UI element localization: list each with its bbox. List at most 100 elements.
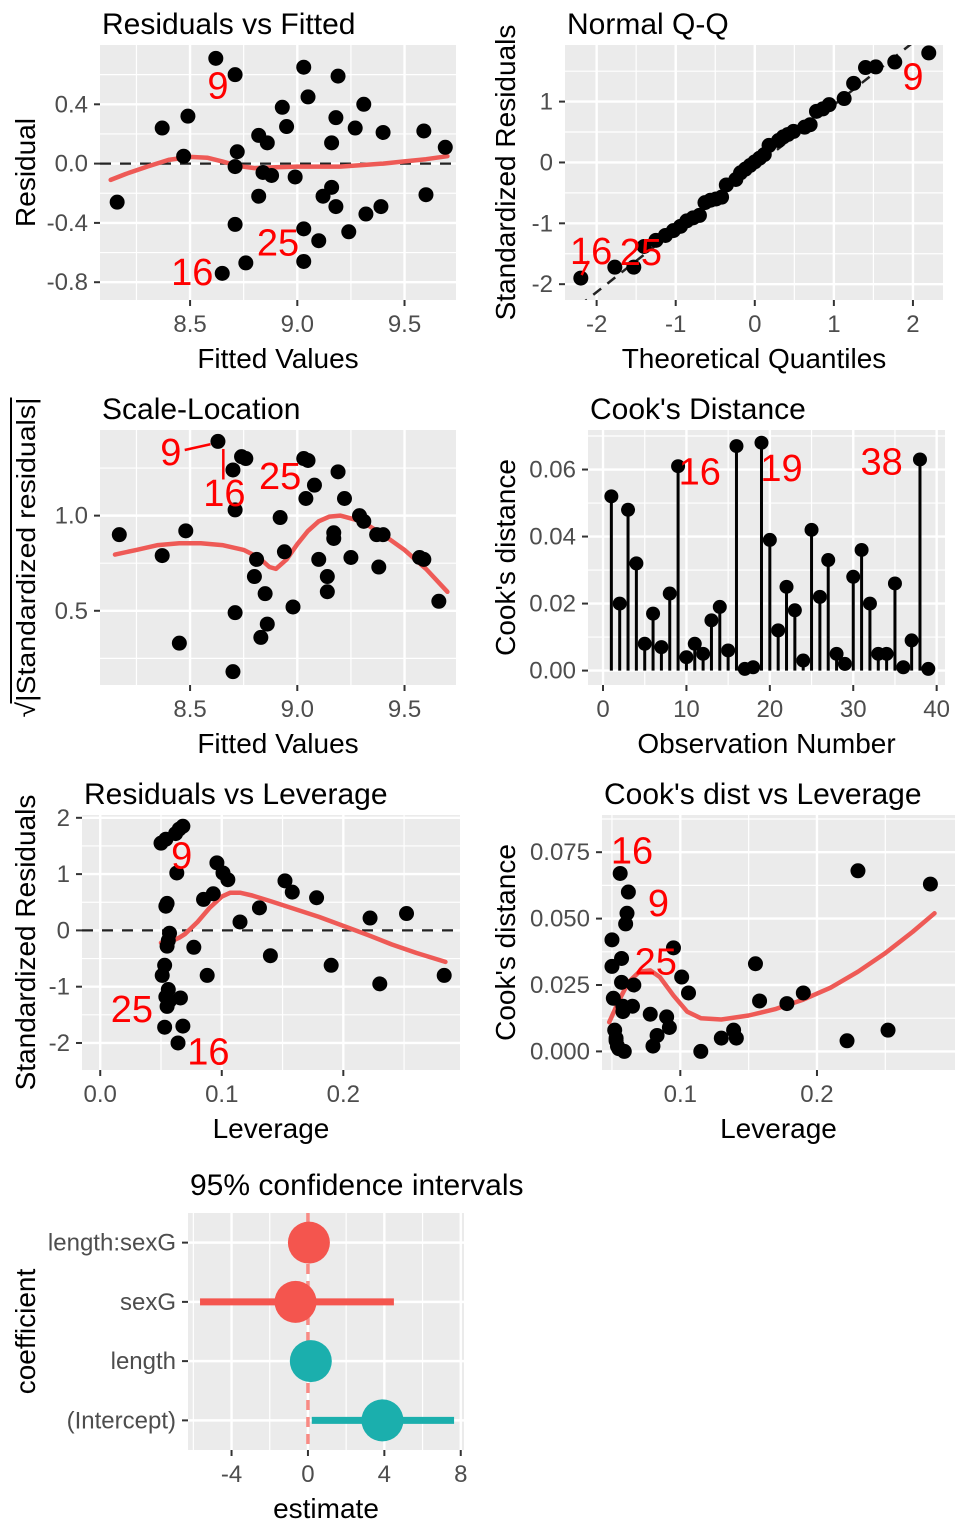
outlier-label: 25 [620,232,662,274]
data-point [629,556,644,571]
data-point [836,91,852,107]
data-point [771,623,786,638]
data-point [795,985,811,1001]
data-point [227,502,243,518]
data-point [846,569,861,584]
data-point [607,259,623,275]
data-point [887,576,902,591]
data-point [779,996,795,1012]
y-tick-label: 0.4 [55,91,88,118]
panel-title: Cook's Distance [590,393,806,426]
data-point [887,54,903,70]
data-point [328,199,344,215]
outlier-label: 25 [111,989,153,1031]
y-axis-title-group: Standardized Residuals [10,795,41,1091]
x-tick-label: 0.1 [205,1081,238,1108]
outlier-label: 19 [760,448,802,490]
data-point [356,96,372,112]
data-point [154,548,170,564]
x-tick-label: 9.5 [388,696,421,723]
y-tick-label: -2 [49,1030,70,1057]
x-tick-label: 40 [923,696,950,723]
x-axis-title: Leverage [213,1113,330,1144]
x-tick-label: 2 [906,311,919,338]
confidence-intervals-chart: -4 0 4 8 length:sexG sexG length (Intercept) est… [10,1169,524,1524]
data-point [298,491,314,507]
data-point [159,998,175,1014]
data-point [436,967,452,983]
panel-scale-location: 9 16 25 8.5 9.0 9.5 0.5 1.0 Fitted Values √|Stand… [0,385,480,770]
data-point [626,977,642,993]
data-point [225,462,241,478]
y-tick-label: 1 [540,89,553,116]
data-point [921,661,936,676]
data-point [850,863,866,879]
data-point [319,584,335,600]
smoother-line [158,890,448,965]
panel-residuals-vs-leverage: 9 25 16 0.0 0.1 0.2 -2 -1 0 1 2 Leverage Standardize… [0,770,480,1155]
ci-point [361,1399,404,1442]
data-point [262,948,278,964]
data-point [754,435,769,450]
data-point [896,660,911,675]
data-point [323,957,339,973]
outlier-label: 16 [611,831,653,873]
data-point [399,906,415,922]
x-tick-label: 30 [840,696,867,723]
data-point [693,1043,709,1059]
cooks-leverage-chart: 16 9 25 0.1 0.2 0.000 0.025 0.050 0.075 Leverage C… [490,778,955,1144]
outlier-label: 38 [860,441,902,483]
data-point [227,216,243,232]
data-point [573,270,589,286]
data-point [225,664,241,680]
panel-title: Normal Q-Q [567,8,729,41]
x-tick-label: 8.5 [173,696,206,723]
panel-title: 95% confidence intervals [190,1169,524,1202]
x-tick-label: 8.5 [173,311,206,338]
x-tick-label: 0 [596,696,609,723]
y-tick-label: 2 [57,805,70,832]
data-point [111,527,127,543]
data-point [679,650,694,665]
x-tick-label: 20 [756,696,783,723]
data-point [287,169,303,185]
x-tick-label: -1 [665,311,686,338]
data-point [626,259,642,275]
data-point [214,265,230,281]
x-tick-label: 0.2 [800,1081,833,1108]
outlier-label: 25 [635,941,677,983]
panel-title: Cook's dist vs Leverage [604,778,922,811]
x-axis-title: Leverage [720,1113,837,1144]
x-axis-title: Fitted Values [197,728,358,759]
data-point [721,643,736,658]
data-point [372,976,388,992]
y-axis-title-group: √|Standardized residuals| [10,397,41,718]
x-tick-label: -4 [221,1461,242,1488]
panel-residuals-vs-fitted: 9 25 16 8.5 9.0 9.5 -0.8 -0.4 0.0 0.4 Fitted Value… [0,0,480,385]
y-axis-title-group: coefficient [10,1268,41,1394]
data-point [854,542,869,557]
y-axis-title-group: Residual [10,118,41,227]
data-point [779,579,794,594]
data-point [921,45,937,61]
data-point [912,452,927,467]
data-point [264,167,280,183]
y-tick-label: -1 [532,210,553,237]
y-axis-title: Standardized Residuals [490,25,521,321]
x-tick-label: 9.0 [281,311,314,338]
data-point [300,89,316,105]
data-point [787,603,802,618]
data-point [227,605,243,621]
data-point [612,865,628,881]
outlier-label: 16 [171,252,213,294]
x-tick-label: 8 [454,1461,467,1488]
plot-content [111,433,450,680]
data-point [362,910,378,926]
data-point [868,59,884,75]
panel-title: Residuals vs Leverage [84,778,388,811]
resid-leverage-chart: 9 25 16 0.0 0.1 0.2 -2 -1 0 1 2 Leverage Standardize… [10,778,460,1144]
x-tick-label: 10 [673,696,700,723]
data-point [604,932,620,948]
plot-content [604,435,936,676]
